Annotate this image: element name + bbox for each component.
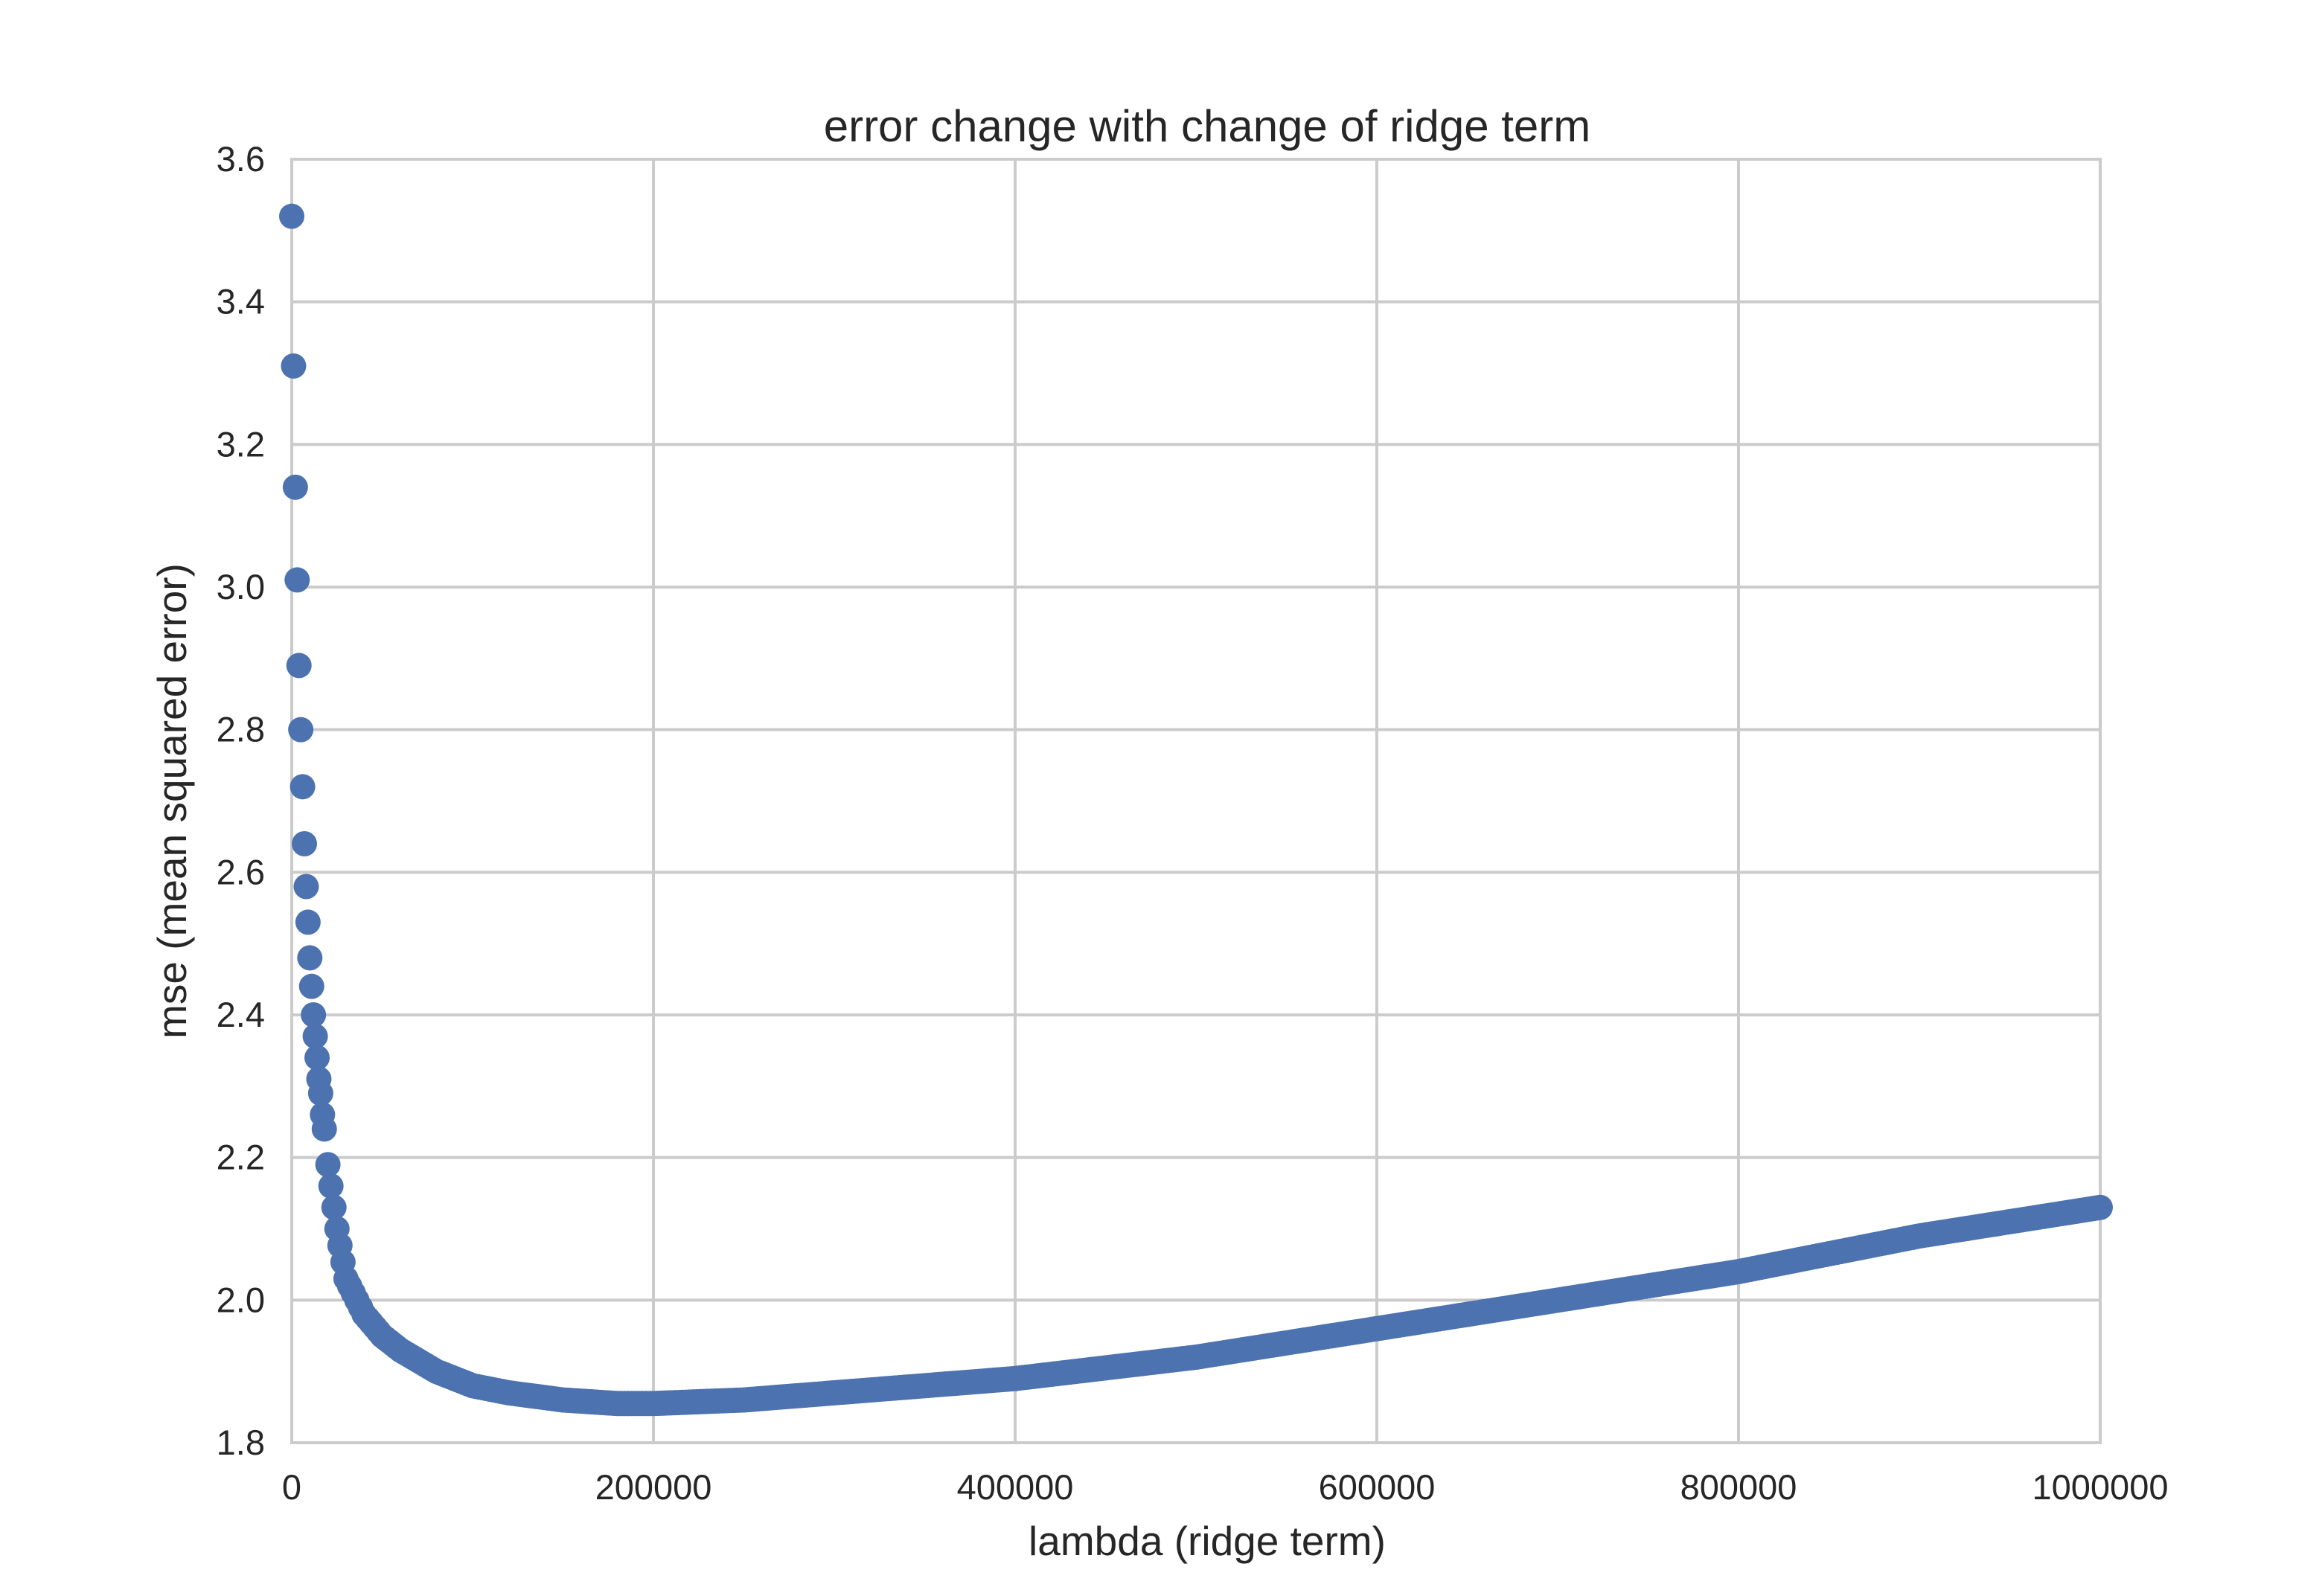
y-tick-label: 2.6 (217, 852, 265, 891)
y-axis-label: mse (mean squared error) (149, 563, 195, 1039)
data-point (292, 831, 318, 856)
data-point (2088, 1194, 2113, 1220)
y-tick-label: 1.8 (217, 1423, 265, 1462)
x-tick-label: 200000 (595, 1467, 712, 1507)
y-tick-label: 2.4 (217, 995, 265, 1034)
y-tick-label: 3.0 (217, 567, 265, 606)
data-point (290, 774, 316, 800)
data-points (279, 203, 2113, 1417)
data-point (304, 1045, 330, 1071)
y-axis-ticks: 1.8 2.0 2.2 2.4 2.6 2.8 3.0 3.2 3.4 3.6 (217, 139, 265, 1462)
y-tick-label: 2.0 (217, 1280, 265, 1319)
data-point (282, 474, 308, 500)
y-tick-label: 3.2 (217, 424, 265, 464)
plot-frame (290, 158, 2102, 1444)
data-point (318, 1173, 344, 1199)
data-point (286, 653, 312, 679)
data-point (293, 874, 319, 900)
data-point (298, 973, 324, 999)
data-point (284, 567, 310, 593)
data-point (301, 1002, 327, 1028)
data-point (297, 945, 323, 971)
x-tick-label: 800000 (1680, 1467, 1797, 1507)
horizontal-gridlines (292, 158, 2100, 1444)
data-point (315, 1152, 341, 1178)
data-point (295, 909, 321, 935)
y-tick-label: 3.4 (217, 282, 265, 321)
data-point (281, 353, 307, 379)
data-point (307, 1080, 333, 1106)
x-tick-label: 1000000 (2032, 1467, 2169, 1507)
x-tick-label: 400000 (957, 1467, 1074, 1507)
x-tick-label: 0 (282, 1467, 301, 1507)
y-tick-label: 2.2 (217, 1138, 265, 1177)
data-point (311, 1116, 337, 1142)
data-point (321, 1194, 347, 1220)
x-axis-label: lambda (ridge term) (1029, 1518, 1386, 1564)
x-tick-label: 600000 (1319, 1467, 1436, 1507)
data-point (302, 1023, 328, 1049)
chart-title: error change with change of ridge term (824, 101, 1591, 151)
y-tick-label: 3.6 (217, 139, 265, 179)
data-point (279, 203, 304, 229)
data-point (288, 717, 314, 743)
y-tick-label: 2.8 (217, 710, 265, 749)
x-axis-ticks: 0 200000 400000 600000 800000 1000000 (282, 1467, 2169, 1507)
